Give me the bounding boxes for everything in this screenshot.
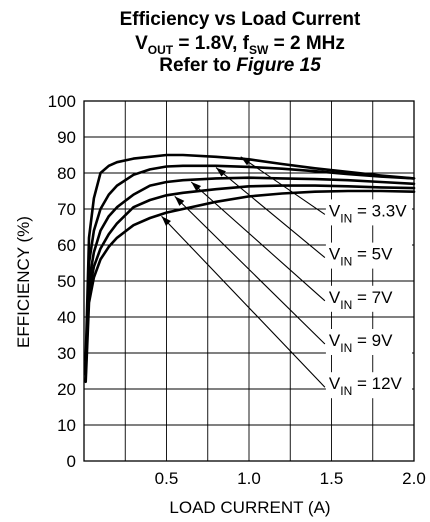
y-tick-label: 70 <box>57 200 76 219</box>
series-label-2: VIN = 5V <box>329 245 393 269</box>
series-line-3 <box>84 176 416 373</box>
series-label-5: VIN = 12V <box>329 374 403 398</box>
label-bg-4 <box>325 329 412 355</box>
y-tick-label: 20 <box>57 380 76 399</box>
grid <box>84 100 414 462</box>
title-f-rest: = 2 MHz <box>268 33 345 54</box>
y-tick-label: 80 <box>57 164 76 183</box>
title-v: V <box>135 33 148 54</box>
x-tick-label: 1.0 <box>237 469 261 488</box>
title-f-sub: SW <box>249 43 269 57</box>
series-line-1 <box>84 153 416 362</box>
series-line-5 <box>84 189 416 384</box>
y-tick-label: 90 <box>57 128 76 147</box>
series-line-2 <box>84 164 416 369</box>
x-axis-label: LOAD CURRENT (A) <box>169 498 330 517</box>
leader-line-4 <box>174 196 326 345</box>
leader-line-3 <box>190 181 326 302</box>
y-tick-label: 60 <box>57 236 76 255</box>
title-v-rest: = 1.8V, f <box>173 33 250 54</box>
arrowhead-1 <box>240 156 251 166</box>
arrowhead-3 <box>191 182 202 192</box>
label-bg-2 <box>325 242 412 269</box>
series-annotations: VIN = 3.3V VIN = 5V VIN = 7V VIN = 9V VIN = … <box>161 156 412 399</box>
label-bg-5 <box>325 372 412 399</box>
tick-labels: 0 10 20 30 40 50 60 70 80 90 100 0.5 1.0 1.5 2.0 <box>48 92 426 488</box>
plot-frame <box>83 100 415 462</box>
y-tick-label: 100 <box>48 92 76 111</box>
y-tick-label: 30 <box>57 344 76 363</box>
title-figure: Figure 15 <box>236 55 321 76</box>
y-tick-label: 10 <box>57 416 76 435</box>
leader-line-1 <box>240 156 326 215</box>
leader-line-5 <box>161 215 326 388</box>
x-tick-label: 1.5 <box>320 469 344 488</box>
y-axis-label: EFFICIENCY (%) <box>14 216 33 348</box>
label-bg-1 <box>325 199 412 226</box>
series-curves <box>84 153 416 384</box>
arrowhead-4 <box>174 196 185 206</box>
label-bg-3 <box>325 285 412 312</box>
chart-title-line3: Refer to Figure 15 <box>159 55 321 76</box>
y-tick-label: 0 <box>67 452 76 471</box>
x-tick-label: 2.0 <box>402 469 426 488</box>
series-label-1: VIN = 3.3V <box>329 201 407 225</box>
leader-line-2 <box>215 167 326 259</box>
title-refer: Refer to <box>159 55 236 76</box>
arrowhead-5 <box>161 216 171 226</box>
title-v-sub: OUT <box>148 43 174 57</box>
y-tick-label: 40 <box>57 308 76 327</box>
x-tick-label: 0.5 <box>155 469 179 488</box>
chart-title-line1: Efficiency vs Load Current <box>120 9 361 30</box>
series-line-4 <box>84 184 416 376</box>
series-label-4: VIN = 9V <box>329 331 393 355</box>
series-label-3: VIN = 7V <box>329 288 393 312</box>
arrowhead-2 <box>216 167 226 177</box>
y-tick-label: 50 <box>57 272 76 291</box>
chart-title-line2: VOUT = 1.8V, fSW = 2 MHz <box>135 33 345 57</box>
